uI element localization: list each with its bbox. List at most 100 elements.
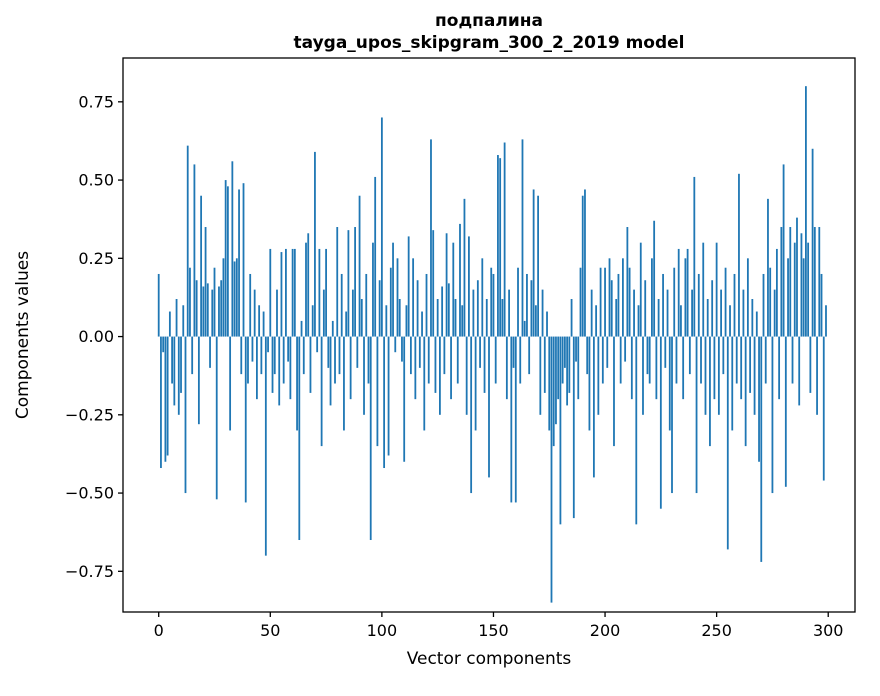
bar xyxy=(345,311,348,337)
bar xyxy=(195,280,198,337)
bar xyxy=(285,248,287,337)
bar xyxy=(760,336,763,562)
bar xyxy=(472,289,475,337)
bar xyxy=(367,336,370,384)
bar xyxy=(717,336,720,415)
bar xyxy=(309,336,312,393)
bar xyxy=(771,336,774,494)
bar xyxy=(693,176,696,337)
bar xyxy=(186,145,189,337)
bar xyxy=(613,336,615,447)
bar xyxy=(325,248,327,337)
bar xyxy=(436,299,439,337)
bar xyxy=(543,336,546,393)
bar xyxy=(222,258,225,337)
bar xyxy=(409,336,412,375)
bar xyxy=(713,336,716,400)
bar xyxy=(229,336,232,431)
bar xyxy=(300,320,303,337)
bar xyxy=(470,336,473,494)
bar xyxy=(597,336,600,415)
bar xyxy=(691,289,693,337)
bar xyxy=(171,336,173,384)
bar xyxy=(238,189,240,337)
bar xyxy=(731,336,734,431)
bar xyxy=(818,227,821,337)
bar xyxy=(459,223,461,337)
bar xyxy=(253,289,256,337)
bar xyxy=(360,299,363,337)
bar xyxy=(365,273,368,337)
bar xyxy=(508,289,510,337)
bar xyxy=(383,336,386,469)
bar xyxy=(168,311,171,337)
bar xyxy=(514,336,517,503)
bar xyxy=(659,336,662,509)
bar xyxy=(269,248,272,337)
bar xyxy=(526,273,528,337)
bar xyxy=(807,242,810,337)
bar xyxy=(639,242,642,337)
bar xyxy=(262,311,265,337)
bar xyxy=(584,189,586,337)
axes-spines xyxy=(122,57,856,613)
bar xyxy=(193,164,196,337)
y-axis-label: Components values xyxy=(13,251,33,419)
bar xyxy=(688,336,691,375)
bar xyxy=(351,289,354,337)
bar xyxy=(769,267,772,337)
bar xyxy=(528,336,531,375)
bar xyxy=(572,336,575,519)
bar xyxy=(610,280,613,337)
bar xyxy=(358,195,361,337)
bar xyxy=(793,242,796,337)
bar xyxy=(624,336,627,362)
bar xyxy=(298,336,301,541)
bar xyxy=(606,336,609,368)
bar xyxy=(724,267,727,337)
bar xyxy=(414,336,417,400)
bar xyxy=(726,336,729,550)
bar xyxy=(191,336,194,375)
bar xyxy=(247,336,249,384)
bar xyxy=(599,267,602,337)
bar xyxy=(432,230,435,337)
bar xyxy=(722,336,725,375)
bar xyxy=(579,267,582,337)
bar xyxy=(791,336,794,384)
bar xyxy=(740,336,743,400)
bar xyxy=(242,183,245,337)
bar xyxy=(682,336,685,400)
bar xyxy=(347,230,350,337)
y-tick-label: −0.75 xyxy=(65,562,114,581)
bar xyxy=(416,280,419,337)
bar xyxy=(773,289,776,337)
bar xyxy=(405,305,408,337)
bar xyxy=(657,299,660,337)
bar xyxy=(813,227,816,337)
bar xyxy=(378,280,381,337)
bar xyxy=(157,273,160,337)
bar xyxy=(200,195,203,337)
bar xyxy=(258,305,261,337)
bar xyxy=(483,336,486,393)
bar xyxy=(744,336,747,447)
bar xyxy=(385,305,388,337)
bar xyxy=(548,336,551,431)
bar xyxy=(575,336,577,362)
bar xyxy=(742,289,745,337)
bar xyxy=(322,289,325,337)
bar xyxy=(363,336,365,415)
bar xyxy=(802,258,805,337)
bar xyxy=(235,258,238,337)
bar xyxy=(439,336,441,415)
bar xyxy=(334,336,336,384)
bar xyxy=(461,305,464,337)
x-tick-label: 50 xyxy=(260,621,280,640)
bar xyxy=(271,336,274,393)
bar xyxy=(209,336,211,368)
bar xyxy=(595,305,598,337)
bar xyxy=(570,299,573,337)
bar xyxy=(784,336,787,487)
